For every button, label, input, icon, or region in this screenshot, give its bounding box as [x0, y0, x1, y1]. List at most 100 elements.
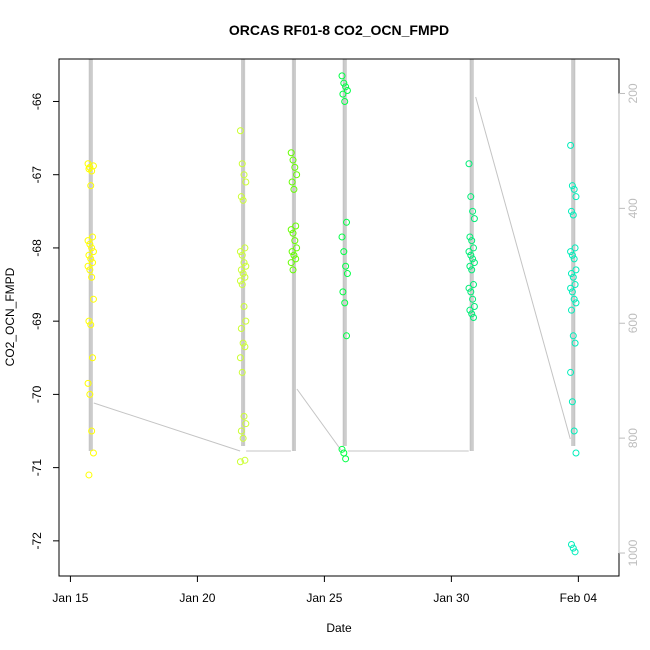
data-point	[343, 332, 351, 340]
x-tick-label: Jan 20	[179, 591, 215, 605]
data-point	[292, 255, 300, 263]
data-point	[241, 244, 249, 252]
data-point	[571, 548, 579, 556]
altitude-trace	[88, 59, 576, 452]
right-tick-label: 1000	[626, 539, 640, 566]
data-point	[568, 288, 576, 296]
data-point	[86, 266, 94, 274]
data-point	[238, 251, 246, 259]
data-point	[569, 273, 577, 281]
data-point	[571, 281, 579, 289]
data-point	[238, 368, 246, 376]
data-point	[287, 149, 295, 157]
data-point	[469, 207, 477, 215]
y-axis: -66 -67 -68 -69 -70 -71 -72	[30, 92, 59, 550]
data-point	[287, 226, 295, 234]
data-point	[338, 233, 346, 241]
data-point	[89, 449, 97, 457]
data-points	[84, 72, 580, 556]
data-point	[239, 434, 247, 442]
data-point	[567, 284, 575, 292]
data-point	[343, 270, 351, 278]
data-point	[572, 449, 580, 457]
y-tick-label: -69	[30, 312, 44, 330]
data-point	[568, 398, 576, 406]
data-point	[570, 185, 578, 193]
data-point	[85, 165, 93, 173]
data-point	[89, 248, 97, 256]
trace-segment	[93, 402, 241, 452]
data-point	[239, 196, 247, 204]
data-point	[87, 255, 95, 263]
chart-title: ORCAS RF01-8 CO2_OCN_FMPD	[229, 22, 449, 38]
data-point	[466, 233, 474, 241]
y-axis-label: CO2_OCN_FMPD	[3, 267, 17, 366]
data-point	[340, 449, 348, 457]
data-point	[241, 343, 249, 351]
y-tick-label: -67	[30, 166, 44, 184]
data-point	[238, 160, 246, 168]
x-tick-label: Jan 30	[433, 591, 469, 605]
data-point	[567, 141, 575, 149]
data-point	[290, 251, 298, 259]
data-point	[87, 182, 95, 190]
data-point	[89, 259, 97, 267]
data-point	[239, 339, 247, 347]
data-point	[569, 544, 577, 552]
data-point	[470, 303, 478, 311]
data-point	[84, 379, 92, 387]
data-point	[468, 237, 476, 245]
data-point	[342, 83, 350, 91]
data-point	[469, 255, 477, 263]
data-point	[340, 79, 348, 87]
data-point	[89, 233, 97, 241]
right-tick-label: 600	[626, 313, 640, 333]
data-point	[288, 178, 296, 186]
data-point	[470, 215, 478, 223]
y-tick-label: -72	[30, 532, 44, 550]
data-point	[466, 262, 474, 270]
y-tick-label: -66	[30, 92, 44, 110]
data-point	[339, 90, 347, 98]
data-point	[338, 72, 346, 80]
data-point	[339, 288, 347, 296]
data-point	[85, 251, 93, 259]
data-point	[241, 456, 249, 464]
data-point	[465, 284, 473, 292]
data-point	[85, 471, 93, 479]
data-point	[89, 295, 97, 303]
data-point	[237, 266, 245, 274]
x-axis: Jan 15 Jan 20 Jan 25 Jan 30 Feb 04	[52, 576, 597, 605]
data-point	[237, 193, 245, 201]
data-point	[572, 193, 580, 201]
data-point	[571, 244, 579, 252]
data-point	[291, 237, 299, 245]
data-point	[84, 262, 92, 270]
data-point	[86, 390, 94, 398]
data-point	[567, 368, 575, 376]
data-point	[289, 156, 297, 164]
data-point	[469, 295, 477, 303]
x-tick-label: Jan 25	[306, 591, 342, 605]
data-point	[242, 317, 250, 325]
data-point	[572, 299, 580, 307]
data-point	[291, 163, 299, 171]
data-point	[289, 229, 297, 237]
data-point	[238, 281, 246, 289]
data-point	[569, 332, 577, 340]
right-tick-label: 800	[626, 428, 640, 448]
x-tick-label: Jan 15	[52, 591, 88, 605]
data-point	[236, 458, 244, 466]
data-point	[569, 211, 577, 219]
data-point	[572, 266, 580, 274]
data-point	[343, 86, 351, 94]
data-point	[88, 244, 96, 252]
trace-segment	[296, 388, 343, 452]
data-point	[468, 266, 476, 274]
data-point	[469, 244, 477, 252]
data-point	[239, 270, 247, 278]
data-point	[240, 303, 248, 311]
data-point	[293, 171, 301, 179]
y-tick-label: -70	[30, 385, 44, 403]
